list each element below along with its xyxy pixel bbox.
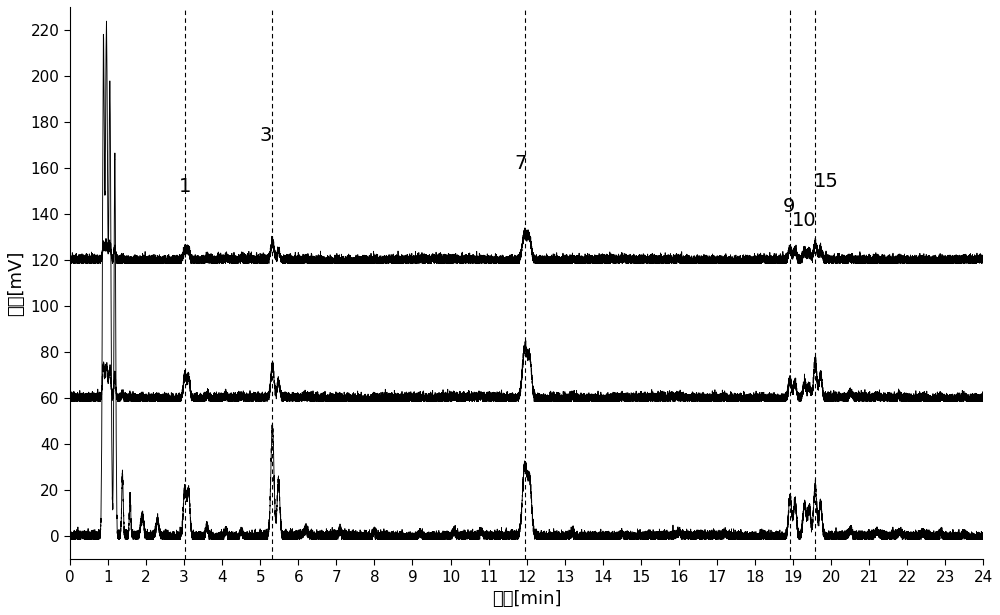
Text: 15: 15 bbox=[814, 172, 839, 191]
Y-axis label: 信号[mV]: 信号[mV] bbox=[7, 250, 25, 315]
Text: 9: 9 bbox=[782, 197, 795, 216]
Text: 1: 1 bbox=[179, 177, 191, 196]
Text: 10: 10 bbox=[791, 211, 816, 230]
Text: 7: 7 bbox=[515, 154, 527, 173]
Text: 3: 3 bbox=[260, 126, 272, 145]
X-axis label: 时间[min]: 时间[min] bbox=[492, 590, 561, 608]
